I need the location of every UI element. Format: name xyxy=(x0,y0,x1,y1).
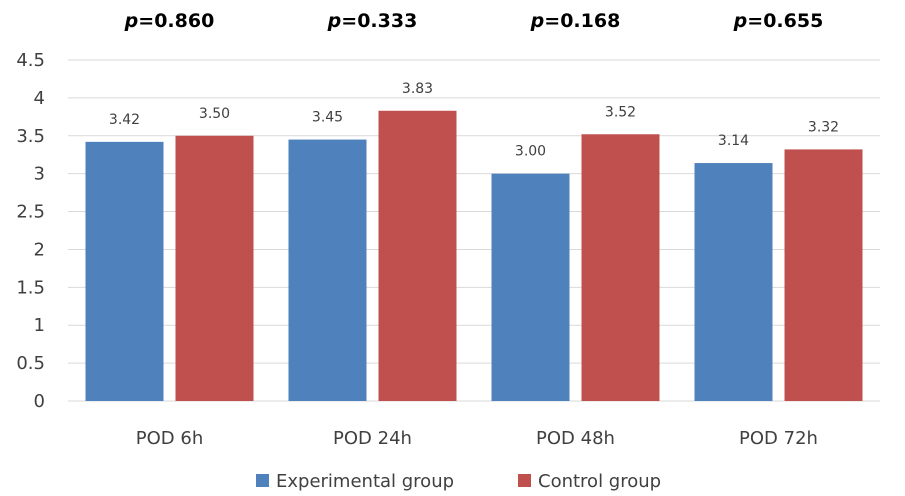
data-label: 3.32 xyxy=(808,119,839,135)
p-symbol: p xyxy=(124,10,139,32)
y-tick-label: 3.5 xyxy=(16,126,45,147)
legend-swatch-experimental xyxy=(256,474,269,487)
data-label: 3.50 xyxy=(199,106,230,122)
y-tick-label: 3 xyxy=(34,164,45,185)
y-axis-tick-labels: 0 0.5 1 1.5 2 2.5 3 3.5 4 4.5 xyxy=(16,50,45,412)
bar-control-3 xyxy=(581,134,660,402)
bar-experimental-2 xyxy=(288,139,367,402)
y-tick-label: 0 xyxy=(34,391,45,412)
p-symbol: p xyxy=(327,10,342,32)
legend: Experimental group Control group xyxy=(256,471,661,492)
p-value-text: =0.168 xyxy=(544,10,620,32)
x-category-label: POD 24h xyxy=(333,428,412,449)
y-tick-label: 4 xyxy=(34,88,45,109)
x-axis-category-labels: POD 6h POD 24h POD 48h POD 72h xyxy=(136,428,818,449)
bar-experimental-3 xyxy=(491,173,570,401)
legend-label-experimental: Experimental group xyxy=(276,471,454,492)
data-label: 3.42 xyxy=(109,112,140,128)
p-value-annotations: p=0.860 p=0.333 p=0.168 p=0.655 xyxy=(124,10,824,32)
legend-swatch-control xyxy=(518,474,531,487)
data-labels: 3.42 3.50 3.45 3.83 3.00 3.52 3.14 3.32 xyxy=(109,81,839,160)
p-value-text: =0.860 xyxy=(138,10,214,32)
y-tick-label: 2 xyxy=(34,239,45,260)
bar-control-2 xyxy=(378,110,457,401)
p-value-text: =0.655 xyxy=(747,10,823,32)
bar-experimental-1 xyxy=(85,141,164,401)
data-label: 3.14 xyxy=(718,133,749,149)
x-category-label: POD 48h xyxy=(536,428,615,449)
p-value-annotation: p=0.333 xyxy=(327,10,418,32)
x-category-label: POD 72h xyxy=(739,428,818,449)
y-tick-label: 1 xyxy=(34,315,45,336)
legend-label-control: Control group xyxy=(538,471,661,492)
bar-control-4 xyxy=(784,149,863,401)
data-label: 3.83 xyxy=(402,81,433,97)
bars xyxy=(85,110,863,402)
y-tick-label: 1.5 xyxy=(16,277,45,298)
y-tick-label: 0.5 xyxy=(16,353,45,374)
p-value-annotation: p=0.860 xyxy=(124,10,215,32)
x-category-label: POD 6h xyxy=(136,428,203,449)
p-value-annotation: p=0.655 xyxy=(733,10,824,32)
data-label: 3.45 xyxy=(312,110,343,126)
bar-control-1 xyxy=(175,135,254,401)
p-symbol: p xyxy=(733,10,748,32)
p-symbol: p xyxy=(530,10,545,32)
data-label: 3.00 xyxy=(515,144,546,160)
y-tick-label: 4.5 xyxy=(16,50,45,71)
p-value-annotation: p=0.168 xyxy=(530,10,621,32)
bar-experimental-4 xyxy=(694,163,773,401)
data-label: 3.52 xyxy=(605,104,636,120)
p-value-text: =0.333 xyxy=(341,10,417,32)
y-tick-label: 2.5 xyxy=(16,202,45,223)
